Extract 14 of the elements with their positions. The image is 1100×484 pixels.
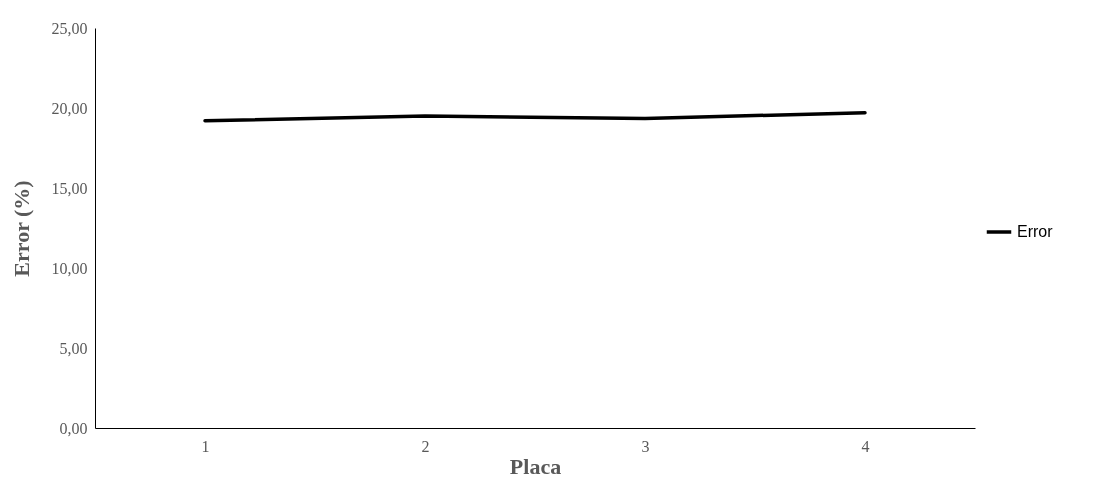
y-tick-label: 20,00 [51, 99, 88, 117]
y-tick-label: 25,00 [51, 19, 88, 37]
y-tick-label: 0,00 [59, 419, 88, 437]
x-tick-label: 1 [201, 437, 210, 455]
y-tick-label: 15,00 [51, 179, 88, 197]
y-axis-title: Error (%) [8, 180, 34, 277]
legend-label: Error [1017, 223, 1054, 240]
x-tick-label: 3 [641, 437, 650, 455]
x-axis-title: Placa [509, 453, 562, 479]
x-tick-label: 4 [861, 437, 870, 455]
y-tick-label: 10,00 [51, 259, 88, 277]
y-tick-label: 5,00 [59, 339, 88, 357]
line-series [203, 111, 867, 123]
x-tick-label: 2 [421, 437, 430, 455]
